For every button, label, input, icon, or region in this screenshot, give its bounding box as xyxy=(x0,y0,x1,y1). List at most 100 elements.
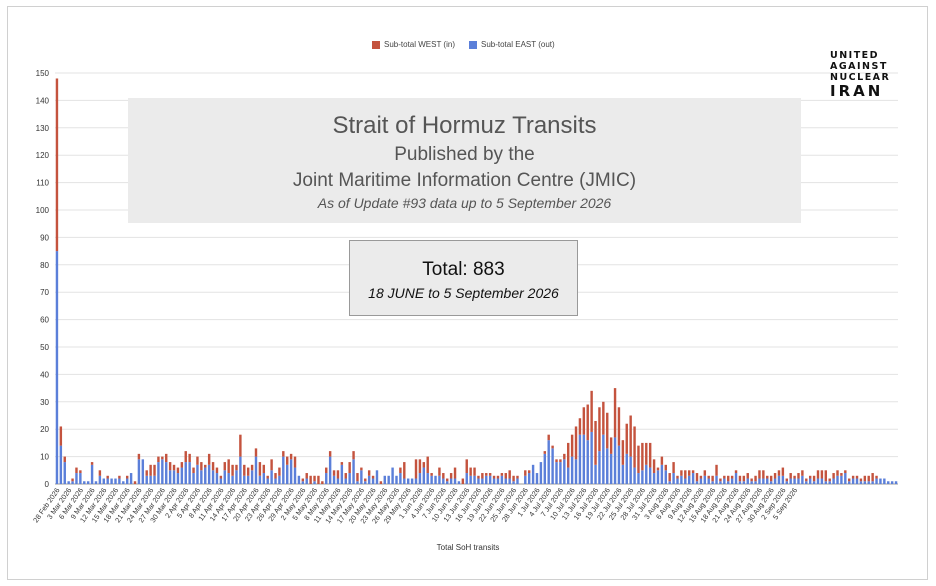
bar-west xyxy=(305,473,308,479)
bar-east xyxy=(750,481,753,484)
bar-east xyxy=(75,473,78,484)
bar-west xyxy=(551,445,554,449)
bar-east xyxy=(406,478,410,484)
bar-west xyxy=(848,478,851,482)
bar-west xyxy=(371,475,375,479)
y-tick-label: 150 xyxy=(36,69,50,78)
bar-east xyxy=(727,481,730,484)
bar-east xyxy=(531,464,535,484)
bar-west xyxy=(157,456,160,463)
chart-legend: Sub-total WEST (in) Sub-total EAST (out) xyxy=(372,40,555,49)
bar-east xyxy=(516,478,519,484)
bar-east xyxy=(375,470,379,484)
bar-east xyxy=(106,478,109,484)
bar-west xyxy=(863,475,867,482)
bar-east xyxy=(387,475,390,484)
bar-east xyxy=(652,473,656,484)
bar-west xyxy=(766,475,769,479)
bar-east xyxy=(808,478,812,484)
bar-west xyxy=(734,470,738,474)
bar-west xyxy=(79,470,82,474)
bar-west xyxy=(492,475,496,479)
bar-east xyxy=(196,464,199,484)
bar-east xyxy=(832,478,835,484)
bar-west xyxy=(836,470,839,476)
bar-east xyxy=(816,478,820,484)
bar-east xyxy=(801,475,804,484)
logo-line-4: IRAN xyxy=(830,82,884,100)
bar-east xyxy=(258,475,262,484)
bar-east xyxy=(621,464,625,484)
bar-west xyxy=(527,470,531,474)
bar-west xyxy=(652,459,656,474)
bar-west xyxy=(313,475,316,482)
bar-east xyxy=(672,473,675,484)
bar-east xyxy=(527,473,531,484)
bar-west xyxy=(258,462,262,476)
bar-east xyxy=(855,478,859,484)
bar-east xyxy=(122,481,125,484)
bar-east xyxy=(664,470,667,484)
bar-east xyxy=(793,478,796,484)
bar-west xyxy=(723,475,726,479)
bar-east xyxy=(797,478,800,484)
bar-west xyxy=(278,467,281,476)
bar-west xyxy=(449,473,453,479)
bar-west xyxy=(352,451,355,460)
bar-west xyxy=(668,473,671,482)
bar-east xyxy=(551,448,554,484)
bar-east xyxy=(231,475,234,484)
bar-west xyxy=(125,475,129,479)
bar-east xyxy=(430,475,433,484)
bar-west xyxy=(543,451,547,454)
bar-east xyxy=(403,478,406,484)
bar-west xyxy=(559,459,562,463)
bar-east xyxy=(890,481,894,484)
bar-west xyxy=(282,451,285,457)
bar-west xyxy=(118,475,121,479)
bar-east xyxy=(442,478,445,484)
bar-east xyxy=(328,456,332,484)
bar-west xyxy=(629,415,632,457)
bar-west xyxy=(442,473,445,479)
bar-east xyxy=(223,470,226,484)
bar-east xyxy=(293,467,297,484)
bar-east xyxy=(157,462,160,484)
chart-subtitle-update: As of Update #93 data up to 5 September … xyxy=(317,195,612,211)
bar-west xyxy=(321,481,324,484)
bar-west xyxy=(567,442,570,468)
bar-west xyxy=(715,464,718,476)
bar-east xyxy=(645,464,648,484)
y-tick-label: 60 xyxy=(40,316,49,325)
bar-west xyxy=(855,475,859,479)
uani-logo: UNITED AGAINST NUCLEAR IRAN xyxy=(830,50,890,99)
y-tick-label: 20 xyxy=(40,425,49,434)
bar-west xyxy=(133,481,137,484)
bar-west xyxy=(680,470,683,476)
bar-east xyxy=(395,475,398,484)
bar-east xyxy=(871,481,874,484)
bar-west xyxy=(801,470,804,476)
bar-west xyxy=(512,475,515,482)
bar-east xyxy=(168,470,172,484)
bar-west xyxy=(176,467,180,474)
bar-west xyxy=(504,473,507,479)
bar-west xyxy=(808,475,812,479)
logo-line-3: NUCLEAR xyxy=(830,72,891,83)
bar-west xyxy=(165,453,168,463)
y-tick-label: 110 xyxy=(36,179,49,188)
bar-west xyxy=(621,440,625,465)
bar-east xyxy=(863,481,867,484)
bar-east xyxy=(313,481,316,484)
bar-east xyxy=(676,478,679,484)
bar-west xyxy=(90,462,94,465)
bar-west xyxy=(161,456,164,460)
bar-west xyxy=(289,453,293,460)
bar-west xyxy=(637,445,640,474)
bar-west xyxy=(75,467,78,474)
legend-item-west: Sub-total WEST (in) xyxy=(372,40,455,49)
y-tick-label: 70 xyxy=(40,288,49,297)
bar-east xyxy=(235,470,238,484)
bar-east xyxy=(246,475,250,484)
bar-east xyxy=(883,478,886,484)
